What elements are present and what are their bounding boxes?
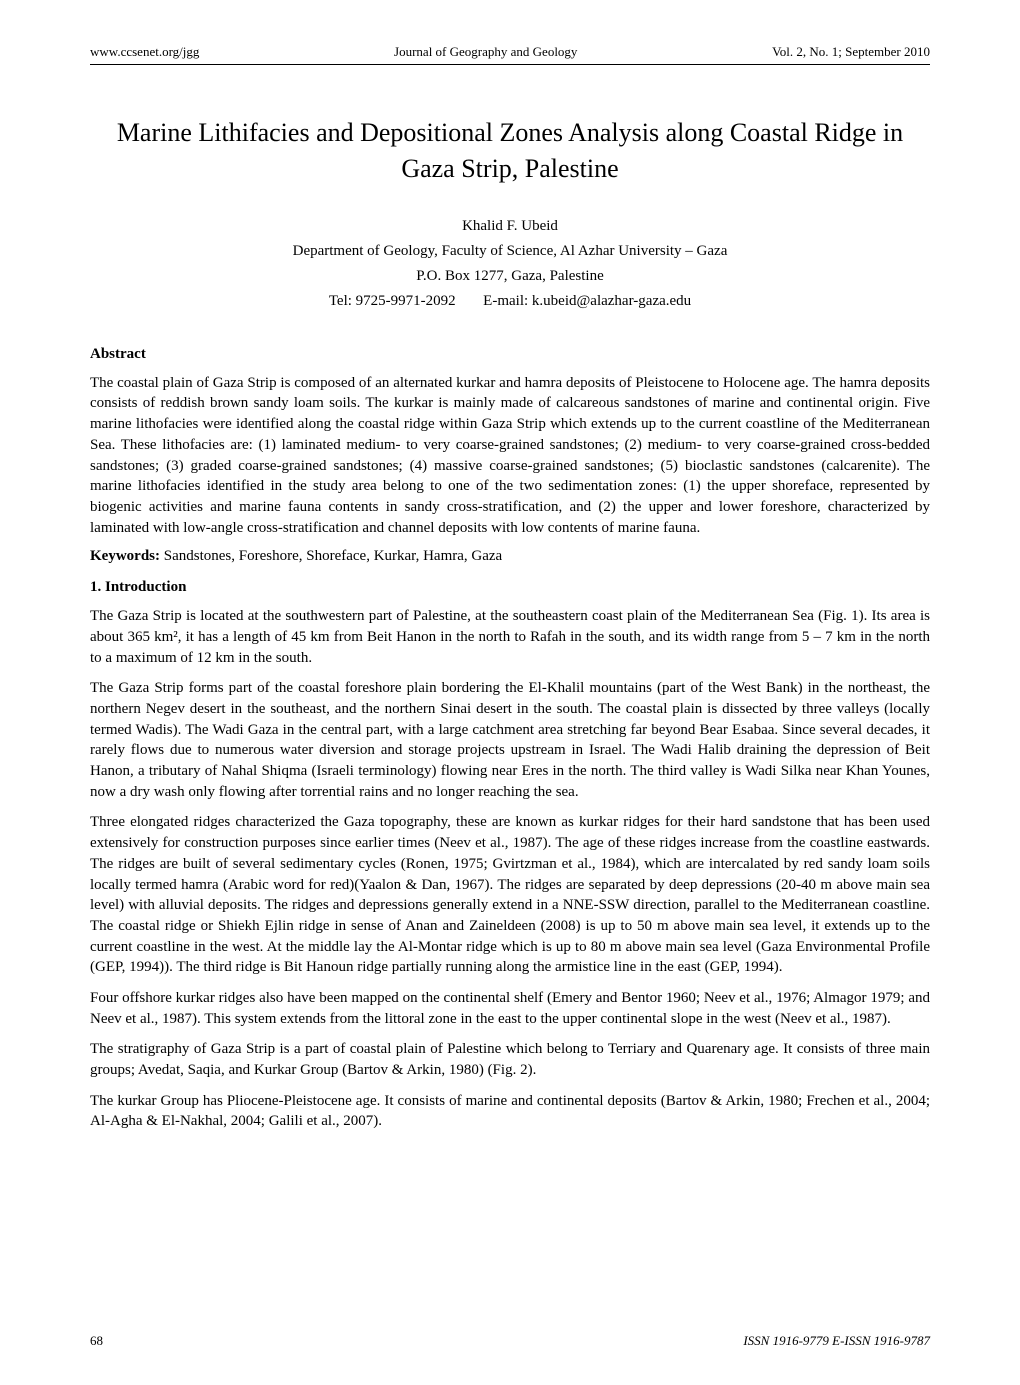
abstract-heading: Abstract bbox=[90, 346, 930, 363]
author-affiliation: Department of Geology, Faculty of Scienc… bbox=[90, 243, 930, 260]
footer-page-number: 68 bbox=[90, 1333, 103, 1349]
author-tel: Tel: 9725-9971-2092 bbox=[329, 293, 456, 309]
introduction-heading: 1. Introduction bbox=[90, 579, 930, 596]
page-header: www.ccsenet.org/jgg Journal of Geography… bbox=[90, 44, 930, 60]
intro-paragraph: Four offshore kurkar ridges also have be… bbox=[90, 988, 930, 1029]
article-title: Marine Lithifacies and Depositional Zone… bbox=[90, 115, 930, 188]
intro-paragraph: Three elongated ridges characterized the… bbox=[90, 812, 930, 978]
keywords-text: Sandstones, Foreshore, Shoreface, Kurkar… bbox=[160, 548, 502, 564]
abstract-body: The coastal plain of Gaza Strip is compo… bbox=[90, 373, 930, 539]
page-footer: 68 ISSN 1916-9779 E-ISSN 1916-9787 bbox=[90, 1333, 930, 1349]
author-contact: Tel: 9725-9971-2092 E-mail: k.ubeid@alaz… bbox=[90, 293, 930, 310]
header-center: Journal of Geography and Geology bbox=[394, 44, 577, 60]
intro-paragraph: The Gaza Strip is located at the southwe… bbox=[90, 606, 930, 668]
intro-paragraph: The stratigraphy of Gaza Strip is a part… bbox=[90, 1039, 930, 1080]
author-name: Khalid F. Ubeid bbox=[90, 218, 930, 235]
author-address: P.O. Box 1277, Gaza, Palestine bbox=[90, 268, 930, 285]
header-left: www.ccsenet.org/jgg bbox=[90, 44, 199, 60]
keywords-label: Keywords: bbox=[90, 548, 160, 564]
header-right: Vol. 2, No. 1; September 2010 bbox=[772, 44, 930, 60]
footer-issn: ISSN 1916-9779 E-ISSN 1916-9787 bbox=[743, 1333, 930, 1349]
intro-paragraph: The kurkar Group has Pliocene-Pleistocen… bbox=[90, 1091, 930, 1132]
author-email: E-mail: k.ubeid@alazhar-gaza.edu bbox=[483, 293, 691, 309]
header-rule bbox=[90, 64, 930, 65]
keywords-line: Keywords: Sandstones, Foreshore, Shorefa… bbox=[90, 548, 930, 565]
intro-paragraph: The Gaza Strip forms part of the coastal… bbox=[90, 678, 930, 802]
